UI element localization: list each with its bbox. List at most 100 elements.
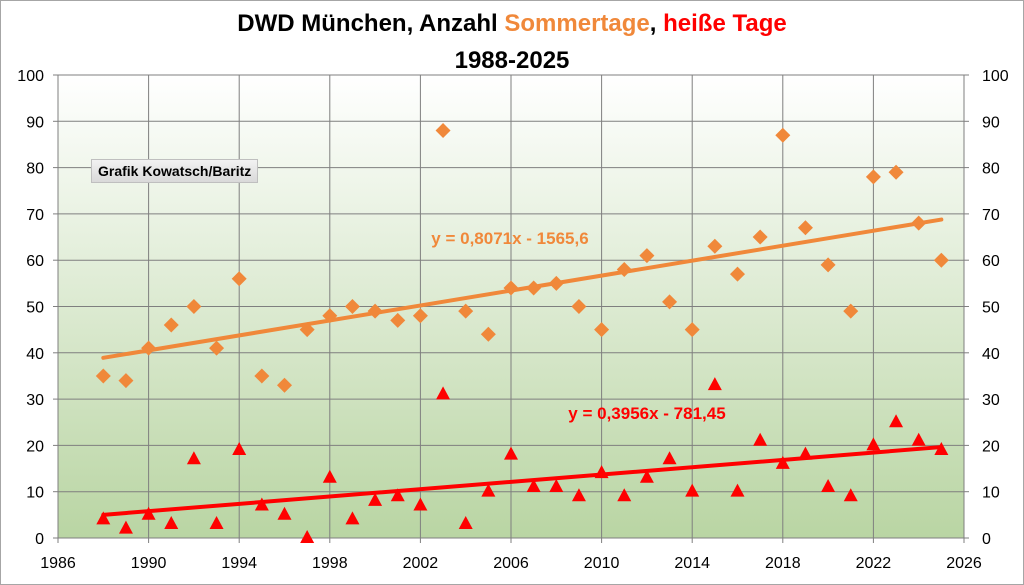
- chart-title: DWD München, Anzahl Sommertage, heiße Ta…: [0, 10, 1024, 38]
- y-tick-label-left: 50: [26, 300, 44, 317]
- heisse-tage-point: [594, 465, 609, 479]
- sommertage-point: [231, 271, 247, 287]
- x-tick-label: 2006: [493, 555, 529, 572]
- heisse-tage-point: [753, 432, 768, 446]
- heisse-tage-point: [277, 506, 292, 520]
- x-tick-label: 1986: [40, 555, 76, 572]
- y-tick-label-left: 60: [26, 253, 44, 270]
- y-tick-label-right: 80: [982, 161, 1000, 178]
- plot-border: [57, 74, 965, 539]
- heisse-tage-point: [549, 479, 564, 493]
- y-tick-label-left: 0: [35, 531, 44, 548]
- y-tick-label-right: 30: [982, 392, 1000, 409]
- y-tick-label-right: 90: [982, 114, 1000, 131]
- heisse-tage-point: [458, 516, 473, 530]
- heisse-tage-point: [413, 497, 428, 511]
- heisse-tage-point: [821, 479, 836, 493]
- y-tick-label-left: 40: [26, 346, 44, 363]
- heisse-tage-point: [232, 441, 247, 455]
- sommertage-point: [458, 303, 474, 319]
- heisse-tage-point: [390, 488, 405, 502]
- trend-equations: y = 0,8071x - 1565,6 y = 0,3956x - 781,45: [431, 229, 725, 423]
- sommertage-point: [299, 322, 315, 338]
- heisse-tage-point: [254, 497, 269, 511]
- y-tick-label-left: 30: [26, 392, 44, 409]
- trend-equation-heisse-tage: y = 0,3956x - 781,45: [568, 404, 725, 423]
- sommertage-point: [548, 275, 564, 291]
- sommertage-point: [797, 220, 813, 236]
- sommertage-point: [843, 303, 859, 319]
- heisse-tage-point: [345, 511, 360, 525]
- sommertage-point: [390, 312, 406, 328]
- sommertage-point: [186, 299, 202, 314]
- heisse-tage-point: [300, 529, 315, 543]
- x-tick-label: 2010: [584, 555, 620, 572]
- x-tick-label: 2018: [765, 555, 801, 572]
- y-tick-label-left: 90: [26, 114, 44, 131]
- x-tick-label: 1994: [221, 555, 257, 572]
- heisse-tage-point: [707, 377, 722, 391]
- heisse-tage-point: [368, 492, 383, 506]
- sommertage-point: [480, 326, 496, 342]
- x-tick-label: 2022: [856, 555, 892, 572]
- sommertage-point: [911, 215, 927, 231]
- x-tick-label: 1990: [131, 555, 167, 572]
- sommertage-point: [888, 164, 904, 180]
- y-tick-label-left: 20: [26, 438, 44, 455]
- heisse-tage-point: [866, 437, 881, 451]
- heisse-tage-point: [911, 432, 926, 446]
- sommertage-point: [526, 280, 542, 296]
- sommertage-point: [594, 322, 610, 338]
- chart-subtitle: 1988-2025: [454, 47, 570, 74]
- title-part-sommertage: Sommertage: [504, 10, 650, 37]
- y-tick-label-left: 70: [26, 207, 44, 224]
- y-tick-label-left: 80: [26, 161, 44, 178]
- y-tick-label-right: 10: [982, 485, 1000, 502]
- sommertage-point: [412, 308, 428, 324]
- heisse-tage-point: [209, 516, 224, 530]
- heisse-tage-point: [730, 483, 745, 497]
- heisse-tage-point: [685, 483, 700, 497]
- sommertage-point: [684, 322, 700, 338]
- y-tick-label-right: 40: [982, 346, 1000, 363]
- sommertage-point: [707, 238, 723, 254]
- heisse-tage-point: [775, 455, 790, 469]
- sommertage-point: [865, 169, 881, 185]
- x-tick-label: 2026: [946, 555, 982, 572]
- title-part-heisse-tage: heiße Tage: [663, 10, 787, 37]
- heisse-tage-point: [662, 451, 677, 465]
- x-tick-label: 2002: [403, 555, 439, 572]
- y-tick-label-right: 60: [982, 253, 1000, 270]
- heisse-tage-point: [889, 414, 904, 428]
- axes: [53, 74, 969, 543]
- credit-label: Grafik Kowatsch/Baritz: [91, 159, 259, 183]
- sommertage-point: [571, 299, 587, 314]
- y-tick-label-right: 100: [982, 68, 1009, 85]
- heisse-tage-point: [526, 479, 541, 493]
- sommertage-point: [639, 248, 655, 264]
- heisse-tage-point: [96, 511, 111, 525]
- y-tick-label-right: 20: [982, 438, 1000, 455]
- sommertage-point: [367, 303, 383, 319]
- sommertage-point: [95, 368, 111, 384]
- heisse-tage-point: [798, 446, 813, 460]
- sommertage-point: [820, 257, 836, 273]
- x-tick-label: 2014: [674, 555, 710, 572]
- heisse-tage-point: [571, 488, 586, 502]
- sommertage-point: [209, 340, 225, 356]
- sommertage-point: [163, 317, 179, 333]
- sommertage-point: [775, 127, 791, 143]
- title-part-comma: ,: [649, 10, 664, 37]
- x-tick-label: 1998: [312, 555, 348, 572]
- trend-line-sommertage: [101, 217, 944, 360]
- sommertage-point: [344, 299, 360, 314]
- heisse-tage-point: [186, 451, 201, 465]
- sommertage-point: [503, 280, 519, 296]
- sommertage-point: [254, 368, 270, 384]
- heisse-tage-point: [118, 520, 133, 534]
- sommertage-point: [141, 340, 157, 356]
- heisse-tage-point: [617, 488, 632, 502]
- heisse-tage-point: [322, 469, 337, 483]
- sommertage-point: [322, 308, 338, 324]
